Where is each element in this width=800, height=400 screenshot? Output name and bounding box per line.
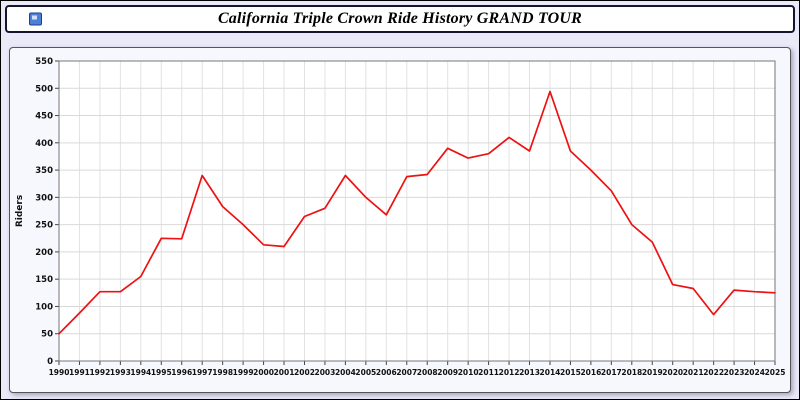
svg-text:1993: 1993 [110, 368, 131, 377]
svg-text:2021: 2021 [683, 368, 704, 377]
svg-text:2007: 2007 [396, 368, 417, 377]
svg-text:50: 50 [41, 330, 53, 340]
svg-text:500: 500 [35, 84, 53, 94]
window-icon [29, 12, 42, 26]
svg-text:2000: 2000 [253, 368, 274, 377]
svg-text:1996: 1996 [171, 368, 192, 377]
svg-text:1991: 1991 [69, 368, 90, 377]
svg-text:2010: 2010 [458, 368, 479, 377]
svg-text:2016: 2016 [580, 368, 601, 377]
svg-text:1994: 1994 [130, 368, 151, 377]
header-bar: California Triple Crown Ride History GRA… [5, 5, 795, 33]
svg-text:2001: 2001 [274, 368, 295, 377]
svg-text:2023: 2023 [724, 368, 745, 377]
svg-text:2005: 2005 [355, 368, 376, 377]
svg-text:2013: 2013 [519, 368, 540, 377]
svg-text:2025: 2025 [765, 368, 786, 377]
svg-text:300: 300 [35, 193, 53, 203]
svg-text:200: 200 [35, 248, 53, 258]
svg-text:1995: 1995 [151, 368, 172, 377]
svg-text:0: 0 [47, 357, 53, 367]
svg-text:400: 400 [35, 139, 53, 149]
svg-text:2011: 2011 [478, 368, 499, 377]
svg-text:1990: 1990 [49, 368, 70, 377]
svg-text:1997: 1997 [192, 368, 213, 377]
svg-text:2004: 2004 [335, 368, 356, 377]
svg-text:2012: 2012 [499, 368, 520, 377]
svg-text:150: 150 [35, 275, 53, 285]
svg-text:2002: 2002 [294, 368, 315, 377]
svg-text:100: 100 [35, 302, 53, 312]
page-title: California Triple Crown Ride History GRA… [217, 10, 583, 27]
svg-text:550: 550 [35, 57, 53, 67]
svg-text:2017: 2017 [601, 368, 622, 377]
svg-text:1999: 1999 [233, 368, 254, 377]
chart-panel: 0 50 100 150 200 250 300 350 400 450 500 550 1990 199… [9, 47, 791, 393]
svg-text:2008: 2008 [417, 368, 438, 377]
svg-text:2015: 2015 [560, 368, 581, 377]
svg-text:350: 350 [35, 166, 53, 176]
svg-text:450: 450 [35, 112, 53, 122]
svg-text:2006: 2006 [376, 368, 397, 377]
svg-text:1992: 1992 [89, 368, 110, 377]
svg-text:2014: 2014 [540, 368, 561, 377]
svg-text:2019: 2019 [642, 368, 663, 377]
svg-text:2024: 2024 [744, 368, 765, 377]
svg-text:250: 250 [35, 221, 53, 231]
svg-text:1998: 1998 [212, 368, 233, 377]
svg-text:Riders: Riders [15, 195, 25, 227]
svg-text:2018: 2018 [621, 368, 642, 377]
svg-text:2020: 2020 [662, 368, 683, 377]
svg-text:2022: 2022 [703, 368, 724, 377]
svg-text:2003: 2003 [315, 368, 336, 377]
svg-text:2009: 2009 [437, 368, 458, 377]
